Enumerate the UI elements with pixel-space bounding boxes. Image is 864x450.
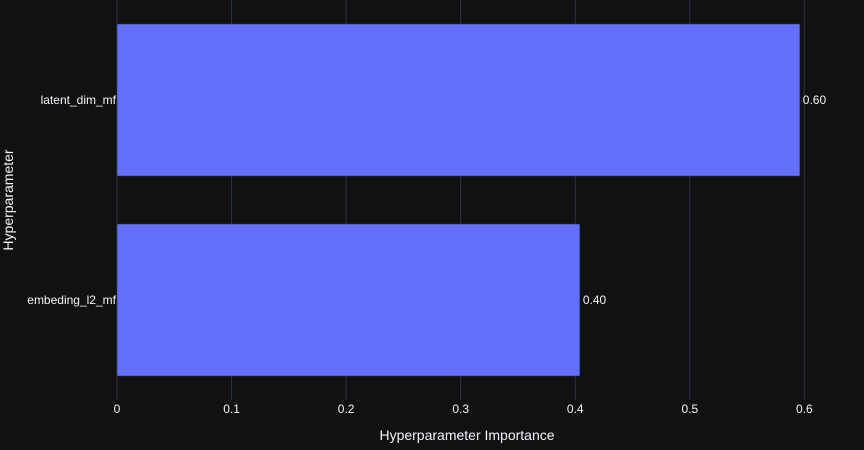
data-label-latent-dim-mf: 0.60 (803, 93, 827, 107)
x-tick-label: 0.4 (567, 402, 584, 416)
bar-latent-dim-mf (116, 23, 801, 177)
data-label-embeding-l2-mf: 0.40 (583, 293, 607, 307)
x-tick-label: 0.6 (796, 402, 813, 416)
x-tick-labels: 0 0.1 0.2 0.3 0.4 0.5 0.6 (114, 402, 813, 416)
x-axis-title: Hyperparameter Importance (379, 427, 554, 443)
y-tick-label-embeding-l2-mf: embeding_l2_mf (27, 293, 116, 307)
bars (116, 23, 801, 377)
data-labels: 0.60 0.40 (583, 93, 827, 307)
y-axis-title: Hyperparameter (0, 149, 16, 250)
y-tick-labels: latent_dim_mf embeding_l2_mf (27, 93, 116, 307)
x-tick-label: 0 (114, 402, 121, 416)
x-tick-label: 0.5 (681, 402, 698, 416)
x-tick-label: 0.3 (452, 402, 469, 416)
x-tick-label: 0.2 (338, 402, 355, 416)
y-tick-label-latent-dim-mf: latent_dim_mf (41, 93, 117, 107)
bar-embeding-l2-mf (116, 223, 581, 377)
x-tick-label: 0.1 (223, 402, 240, 416)
